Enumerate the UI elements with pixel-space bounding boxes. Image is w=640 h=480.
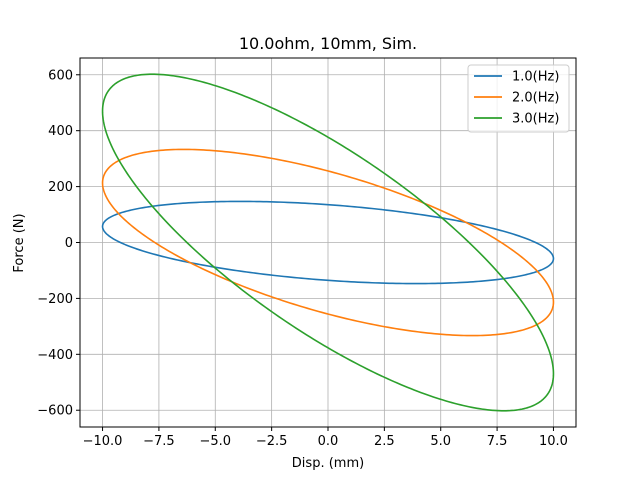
y-tick-label: −200	[37, 292, 73, 307]
y-tick-label: 0	[65, 236, 73, 251]
legend-label: 2.0(Hz)	[512, 91, 559, 106]
legend: 1.0(Hz) 2.0(Hz) 3.0(Hz)	[467, 64, 570, 133]
plot-lines	[101, 73, 555, 412]
x-tick-label: −10.0	[83, 434, 123, 449]
x-axis-label: Disp. (mm)	[292, 456, 364, 471]
series-line-2	[101, 148, 555, 337]
x-tick-label: 7.5	[487, 434, 508, 449]
x-tick-label: −5.0	[199, 434, 231, 449]
y-tick-label: 600	[48, 68, 73, 83]
legend-box	[467, 64, 570, 133]
x-tick-label: 5.0	[430, 434, 451, 449]
y-tick-label: −600	[37, 404, 73, 419]
legend-label: 1.0(Hz)	[512, 70, 559, 85]
x-tick-label: −2.5	[256, 434, 288, 449]
y-axis-label: Force (N)	[12, 213, 27, 272]
series-line-3	[101, 73, 555, 412]
y-tick-label: 200	[48, 180, 73, 195]
x-tick-label: 0.0	[318, 434, 339, 449]
legend-label: 3.0(Hz)	[512, 112, 559, 127]
chart-title: 10.0ohm, 10mm, Sim.	[239, 34, 417, 53]
x-tick-label: −7.5	[143, 434, 175, 449]
ticks: −10.0 −7.5 −5.0 −2.5 0.0 2.5 5.0 7.5 10.0 −600 −40…	[37, 68, 568, 449]
y-tick-label: −400	[37, 348, 73, 363]
x-tick-label: 2.5	[374, 434, 395, 449]
y-tick-label: 400	[48, 124, 73, 139]
x-tick-label: 10.0	[539, 434, 568, 449]
